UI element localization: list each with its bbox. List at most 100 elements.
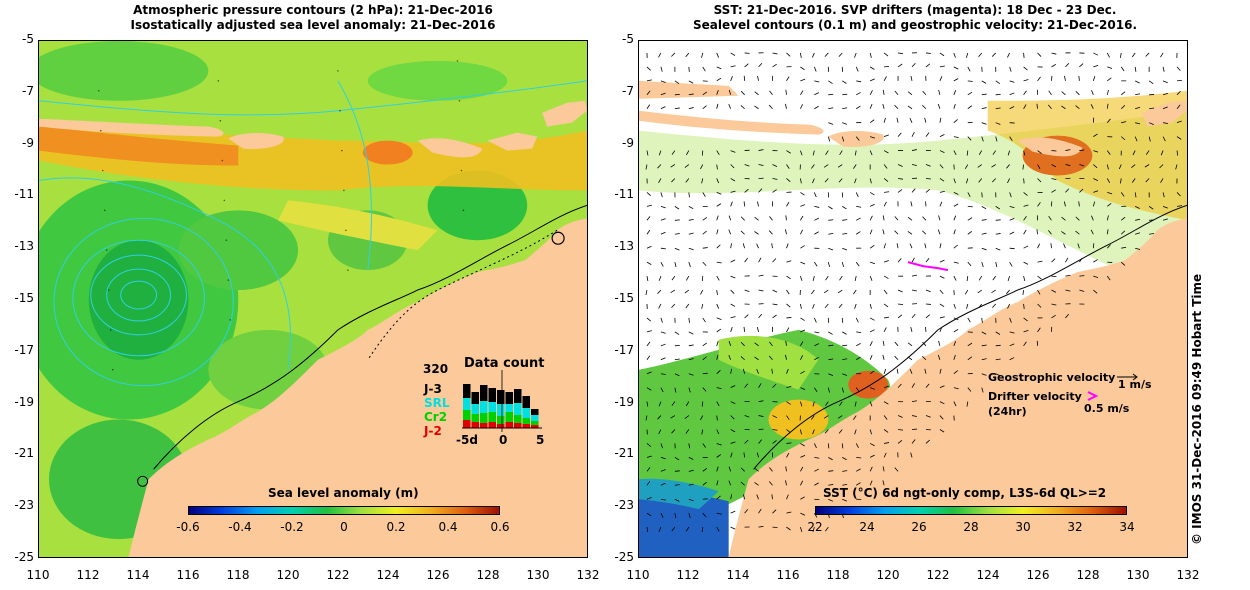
geostrophic-arrow [995,344,1001,347]
x-tick-label: 130 [526,568,550,582]
geostrophic-arrow [716,512,722,515]
geostrophic-arrow [953,52,956,58]
geostrophic-arrow [953,119,958,123]
geostrophic-arrow [828,344,834,347]
geostrophic-arrow [967,217,973,221]
geostrophic-arrow [855,136,860,141]
geostrophic-arrow [756,494,759,500]
geostrophic-arrow [1106,89,1109,95]
geostrophic-arrow [1093,64,1099,68]
geostrophic-arrow [967,317,971,323]
geostrophic-arrow [674,206,680,210]
geostrophic-arrow [812,178,815,184]
x-tick-label: 118 [226,568,250,582]
geostrophic-arrow [824,429,829,434]
histogram-bar [531,415,539,421]
geostrophic-arrow [1048,230,1052,235]
geostrophic-arrow [1023,204,1029,207]
geostrophic-arrow [1023,303,1025,309]
geostrophic-arrow [981,80,987,84]
geostrophic-arrow [894,230,899,235]
geostrophic-arrow [800,52,802,58]
geostrophic-arrow [897,52,904,55]
geostrophic-arrow [716,303,720,309]
geostrophic-arrow [1023,216,1027,221]
geostrophic-arrow [925,52,931,54]
colorbar-tick-label: 0.6 [490,520,510,534]
geostrophic-arrow [897,63,903,68]
geostrophic-arrow [1148,206,1154,210]
geostrophic-arrow [991,289,996,294]
histo-xtick-2: 5 [536,433,545,447]
geostrophic-arrow [756,326,759,332]
geostrophic-arrow [894,467,899,472]
colorbar-tick-label: -0.4 [228,520,252,534]
geostrophic-arrow [1135,122,1141,125]
geostrophic-arrow [800,192,805,196]
geostrophic-arrow [883,201,887,207]
geostrophic-arrow [939,385,945,389]
geostrophic-arrow [827,136,831,142]
geostrophic-arrow [1037,289,1041,295]
geostrophic-arrow [939,303,945,307]
geostrophic-arrow [978,52,983,58]
geostrophic-arrow [670,164,676,168]
left-title-line2: Isostatically adjusted sea level anomaly… [130,18,496,32]
geostrophic-arrow [855,387,860,392]
y-tick-label: -5 [22,32,34,46]
geostrophic-arrow [967,66,971,72]
geostrophic-arrow [716,77,722,82]
geostrophic-arrow [758,508,762,514]
data-count-histogram [462,370,542,432]
x-tick-label: 112 [676,568,700,582]
geostrophic-arrow [646,90,651,96]
geostrophic-arrow [1090,104,1094,109]
geostrophic-arrow [754,216,759,221]
geostrophic-arrow [1145,150,1150,155]
geostrophic-arrow [800,303,802,309]
geostrophic-arrow [716,229,719,235]
geostrophic-arrow [730,526,736,530]
geostrophic-arrow [811,164,815,169]
geostrophic-arrow [897,383,902,388]
geostrophic-arrow [671,178,676,183]
geostrophic-arrow [701,429,704,435]
geostrophic-arrow [660,343,666,347]
geostrophic-arrow [922,105,927,110]
geostrophic-arrow [646,245,652,249]
geostrophic-arrow [922,216,927,221]
geostrophic-arrow [939,52,945,57]
geostrophic-arrow [981,373,987,376]
geostrophic-arrow [841,262,845,268]
geostrophic-arrow [728,229,732,235]
geostrophic-arrow [842,107,848,110]
geostrophic-arrow [911,257,915,263]
geostrophic-arrow [646,497,652,500]
geostrophic-arrow [1009,357,1015,361]
geostrophic-arrow [646,371,652,375]
geostrophic-arrow [754,91,759,96]
geostrophic-arrow [684,289,690,294]
geostrophic-arrow [854,401,857,407]
geostrophic-arrow [953,328,959,333]
geostrophic-arrow [1159,164,1164,169]
geostrophic-arrow [911,149,917,151]
geostrophic-arrow [967,192,971,197]
geostrophic-arrow [953,178,956,184]
geostrophic-arrow [953,244,958,249]
y-tick-label: -25 [614,550,634,564]
geostrophic-arrow [730,259,736,263]
geostrophic-arrow [758,164,764,166]
x-tick-label: 130 [1126,568,1150,582]
geostrophic-arrow [828,331,833,335]
geostrophic-arrow [966,303,969,309]
geostrophic-arrow [978,150,983,156]
histogram-bar [471,422,479,428]
geostrophic-arrow [785,340,787,346]
geostrophic-arrow [730,316,736,319]
geostrophic-arrow [1051,164,1057,168]
mission-label: J-2 [424,424,442,438]
geostrophic-arrow [674,470,680,472]
geostrophic-arrow [828,122,834,125]
geostrophic-arrow [814,456,820,459]
